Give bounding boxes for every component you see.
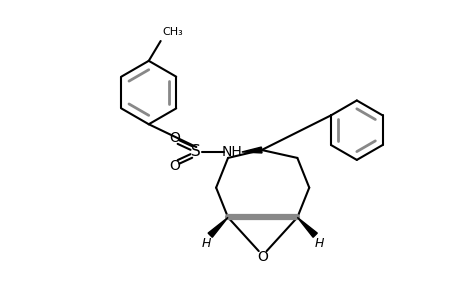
Text: NH: NH [221,145,242,159]
Text: O: O [257,250,268,264]
Text: O: O [169,159,179,173]
Polygon shape [207,218,228,237]
Polygon shape [297,218,317,237]
Text: H: H [314,237,323,250]
Text: S: S [191,145,201,160]
Text: H: H [201,237,210,250]
Polygon shape [241,147,262,153]
Text: O: O [169,131,179,145]
Text: CH₃: CH₃ [162,27,183,37]
